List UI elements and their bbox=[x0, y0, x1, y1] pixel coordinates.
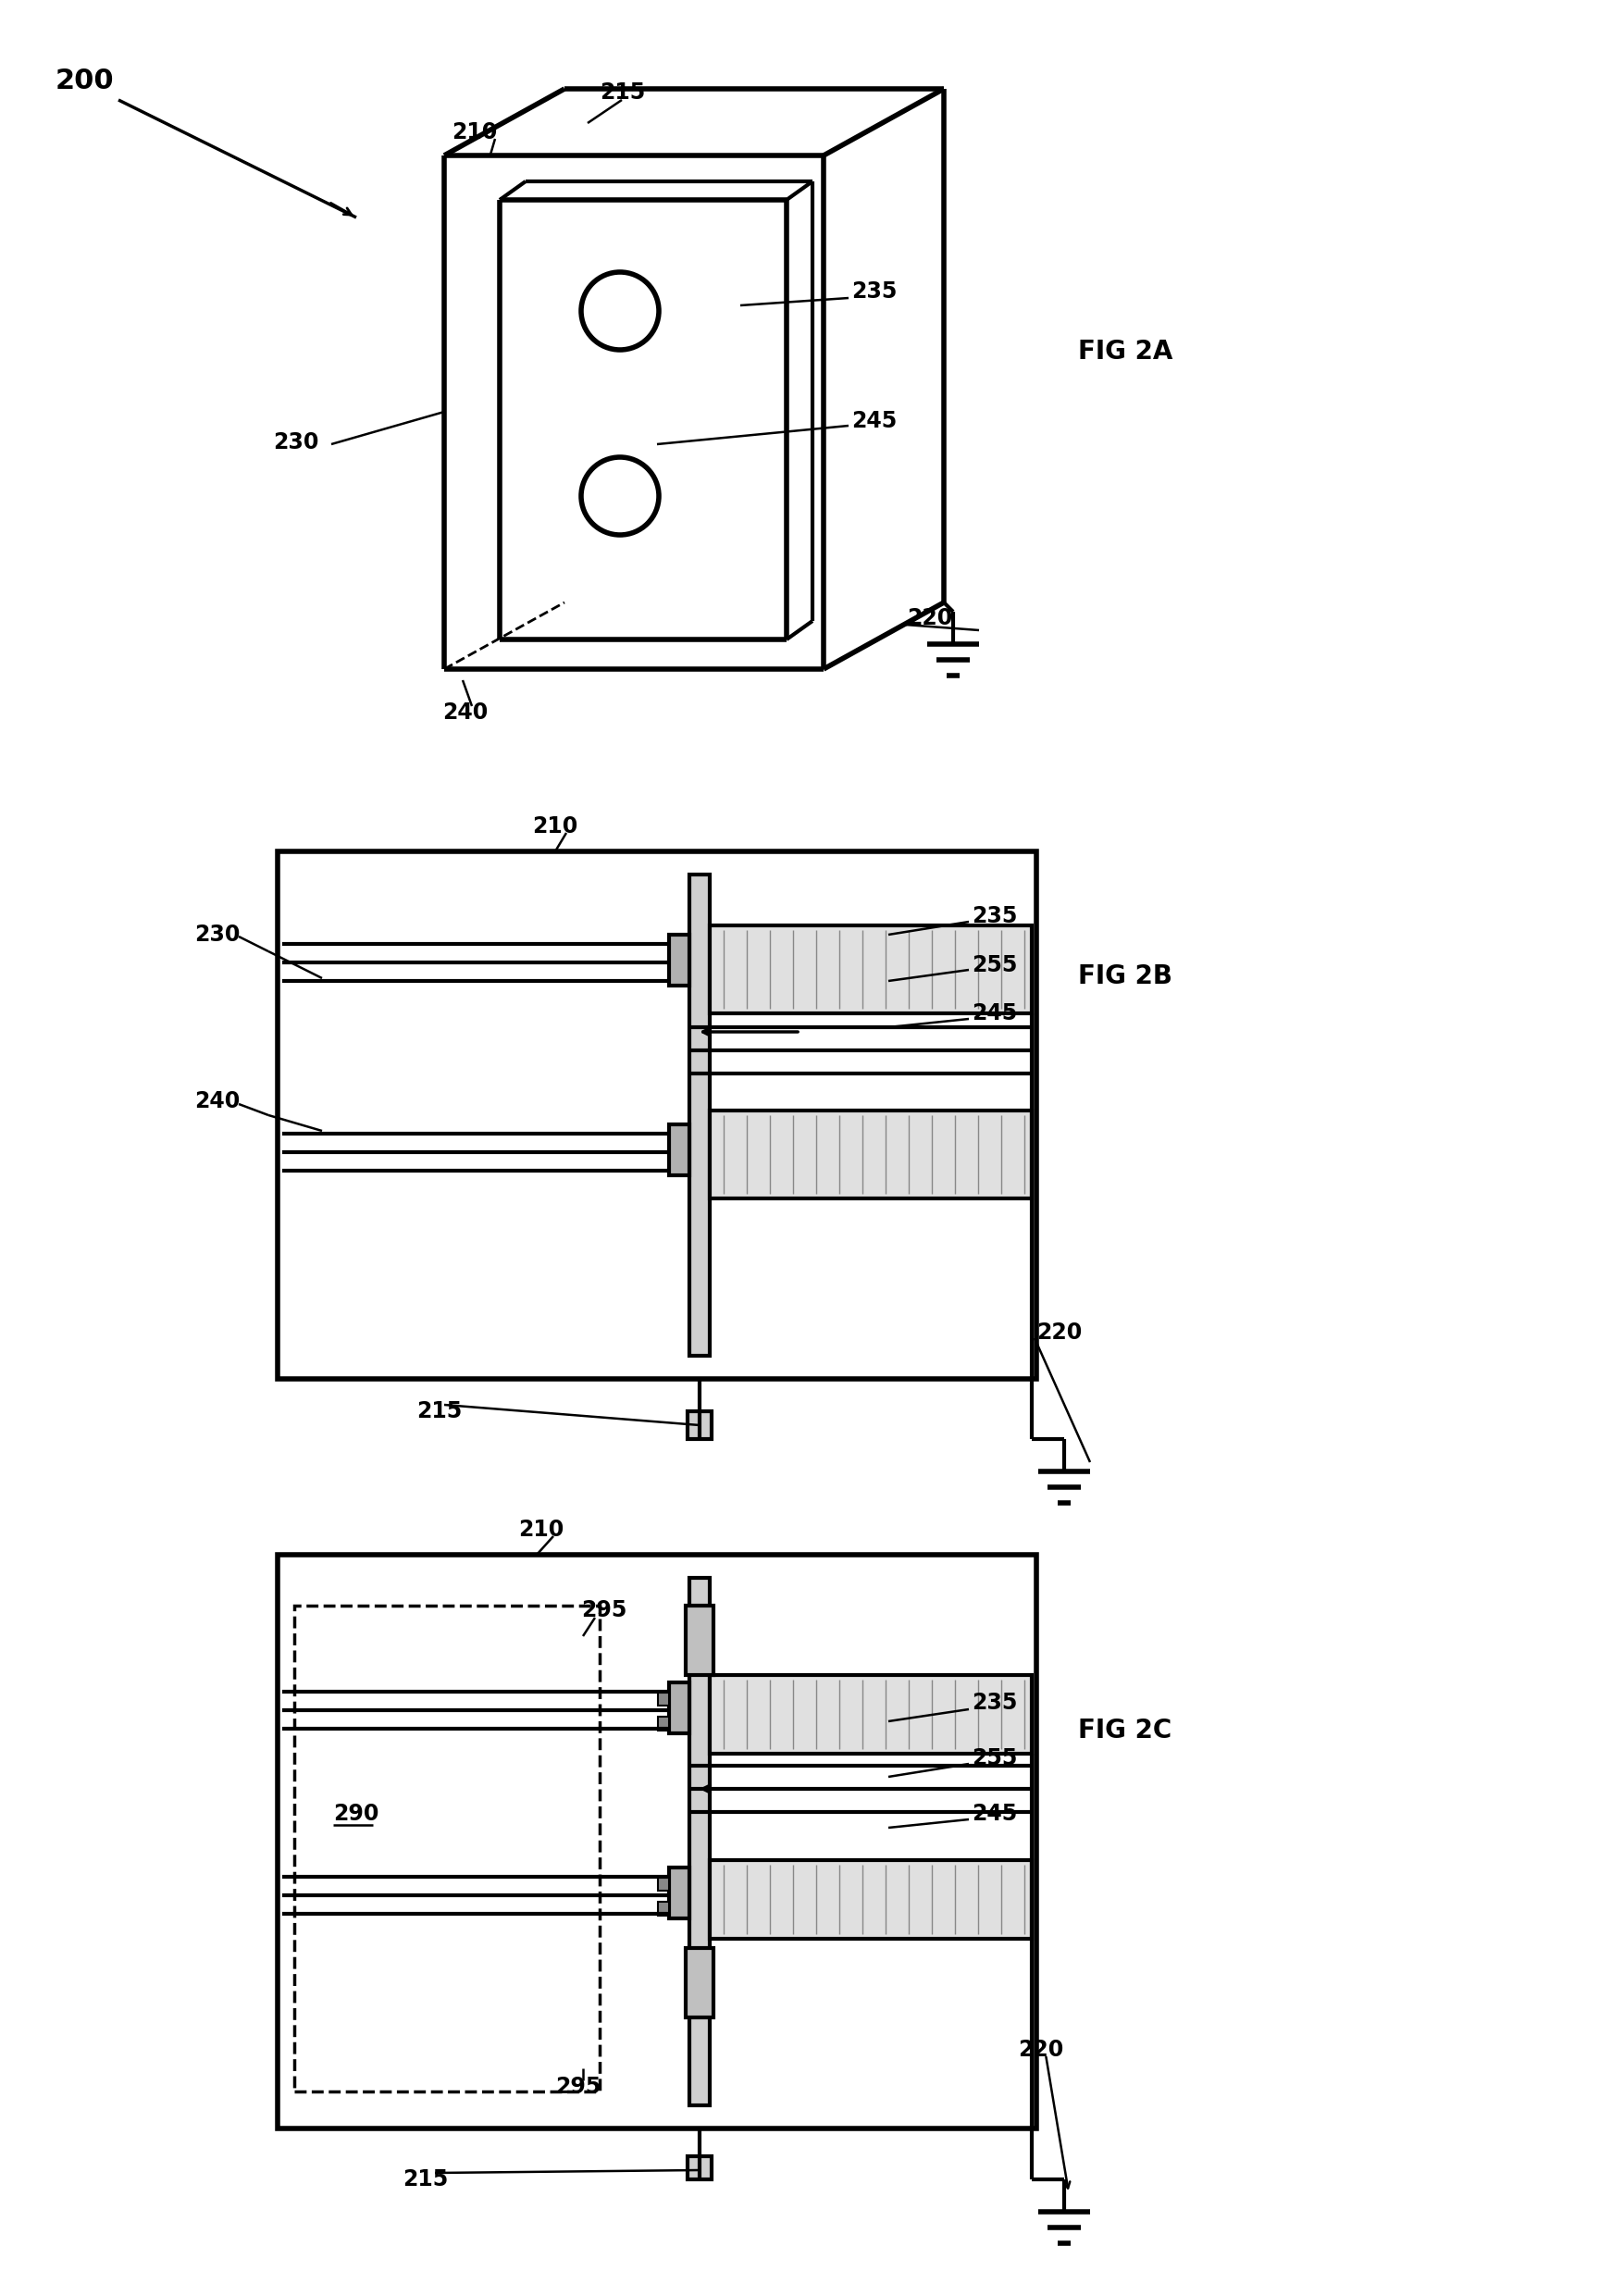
Text: 255: 255 bbox=[971, 1746, 1017, 1769]
Bar bbox=[669, 936, 690, 986]
Text: 240: 240 bbox=[442, 702, 487, 724]
Text: 220: 220 bbox=[906, 606, 952, 629]
Text: 220: 220 bbox=[1036, 1322, 1082, 1344]
Text: 290: 290 bbox=[333, 1803, 378, 1826]
Text: 215: 215 bbox=[599, 82, 645, 104]
Bar bbox=[669, 1683, 690, 1733]
Text: 230: 230 bbox=[273, 431, 318, 454]
Bar bbox=[710, 924, 1031, 1013]
Text: 240: 240 bbox=[195, 1090, 240, 1113]
Text: 245: 245 bbox=[971, 1803, 1017, 1826]
Text: 235: 235 bbox=[971, 906, 1017, 927]
Bar bbox=[278, 1556, 1036, 2128]
Bar bbox=[658, 1692, 669, 1706]
Circle shape bbox=[581, 273, 659, 350]
Text: FIG 2C: FIG 2C bbox=[1078, 1717, 1173, 1744]
Bar bbox=[294, 1606, 599, 2092]
Text: 245: 245 bbox=[971, 1002, 1017, 1024]
Circle shape bbox=[581, 456, 659, 536]
Bar bbox=[710, 1676, 1031, 1753]
Bar bbox=[687, 2155, 711, 2180]
Bar bbox=[687, 1410, 711, 1440]
Text: 230: 230 bbox=[195, 924, 240, 945]
Text: 210: 210 bbox=[533, 815, 578, 838]
Bar bbox=[669, 1124, 690, 1176]
Text: 295: 295 bbox=[581, 1599, 627, 1621]
Text: 235: 235 bbox=[851, 279, 896, 302]
Bar bbox=[658, 1901, 669, 1917]
Text: 215: 215 bbox=[416, 1401, 461, 1422]
Text: 210: 210 bbox=[518, 1519, 564, 1540]
Bar bbox=[658, 1717, 669, 1731]
Text: 220: 220 bbox=[1018, 2039, 1064, 2060]
Bar bbox=[710, 1111, 1031, 1199]
Bar bbox=[658, 1876, 669, 1892]
Text: FIG 2A: FIG 2A bbox=[1078, 338, 1173, 366]
Text: FIG 2B: FIG 2B bbox=[1078, 963, 1173, 990]
Text: 210: 210 bbox=[451, 120, 497, 143]
Text: 295: 295 bbox=[555, 2076, 601, 2098]
Bar bbox=[685, 1949, 713, 2017]
Text: 215: 215 bbox=[403, 2169, 448, 2192]
Bar bbox=[669, 1867, 690, 1919]
Text: 245: 245 bbox=[851, 411, 896, 431]
Bar bbox=[278, 852, 1036, 1378]
Bar bbox=[710, 1860, 1031, 1939]
Bar bbox=[690, 874, 710, 1356]
Text: 200: 200 bbox=[55, 68, 114, 95]
Bar bbox=[685, 1606, 713, 1676]
Bar bbox=[690, 1578, 710, 2105]
Text: 255: 255 bbox=[971, 954, 1017, 977]
Text: 235: 235 bbox=[971, 1692, 1017, 1715]
